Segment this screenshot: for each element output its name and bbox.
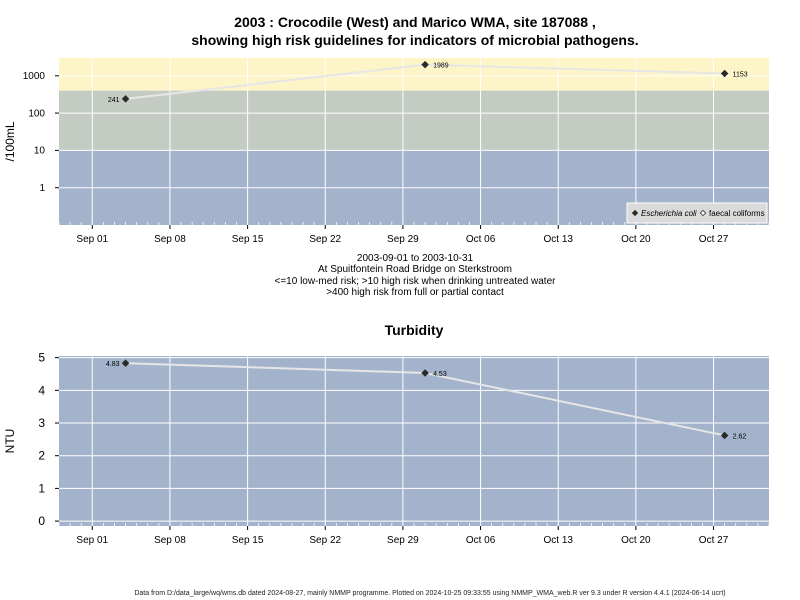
x-tick-label: Sep 08 [154, 535, 186, 546]
x-tick-label: Oct 20 [621, 535, 651, 546]
x-tick-label: Oct 13 [543, 234, 573, 245]
x-tick-label: Oct 27 [699, 535, 729, 546]
legend-marker-open [699, 209, 707, 217]
data-point [421, 369, 429, 377]
y-tick-label: 10 [34, 146, 46, 157]
microbial-chart: 1 10 100 1000 Sep 01 Sep 08 Sep 15 Sep 22 Sep 29… [3, 58, 770, 245]
drinking-risk-caption: <=10 low-med risk; >10 high risk when dr… [274, 276, 556, 287]
data-label: 2.62 [733, 433, 747, 440]
legend-label: faecal coliforms [709, 209, 765, 218]
plot-background [59, 356, 769, 526]
legend-label: Escherichia coli [641, 209, 697, 218]
data-point [421, 60, 429, 69]
data-point [121, 95, 130, 103]
date-range-caption: 2003-09-01 to 2003-10-31 [356, 253, 474, 264]
data-point [720, 431, 729, 440]
y-tick-label: 100 [28, 108, 45, 119]
y-tick-label: 2 [38, 449, 45, 463]
x-tick-label: Sep 29 [387, 234, 419, 245]
data-point [720, 69, 729, 78]
data-label: 4.53 [433, 371, 447, 378]
risk-band [59, 58, 769, 91]
data-label: 1153 [733, 71, 748, 78]
data-label: 1989 [433, 63, 449, 70]
y-tick-label: 3 [38, 416, 45, 430]
legend-box [626, 202, 768, 224]
data-source-footer: Data from D:/data_large/wq/wms.db dated … [134, 590, 726, 597]
x-tick-label: Sep 15 [232, 535, 264, 546]
x-tick-label: Oct 06 [466, 234, 496, 245]
y-tick-label: 1000 [23, 71, 46, 82]
data-label: 4.83 [106, 361, 120, 368]
turbidity-chart: Turbidity 0 1 2 3 4 5 Sep 01 Sep 08 Sep 15 Sep 22 S… [3, 322, 770, 546]
x-tick-label: Oct 20 [621, 234, 651, 245]
risk-band [59, 90, 769, 151]
y-tick-label: 4 [38, 383, 45, 397]
legend-marker-filled [631, 209, 639, 217]
x-tick-label: Sep 29 [387, 535, 419, 546]
x-tick-label: Sep 22 [309, 234, 341, 245]
x-tick-label: Sep 01 [76, 234, 108, 245]
y-tick-label: 0 [38, 514, 45, 528]
panel-title: Turbidity [385, 322, 444, 338]
x-tick-label: Sep 01 [76, 535, 108, 546]
chart-title-line-2: showing high risk guidelines for indicat… [191, 32, 639, 48]
y-tick-label: 5 [38, 351, 45, 365]
y-tick-label: 1 [39, 183, 45, 194]
x-tick-label: Sep 15 [232, 234, 264, 245]
y-axis-label: NTU [3, 429, 17, 454]
data-label: 241 [108, 97, 120, 104]
x-tick-label: Sep 22 [309, 535, 341, 546]
x-tick-label: Oct 27 [699, 234, 729, 245]
chart-legend: Escherichia coli faecal coliforms [626, 202, 768, 224]
contact-risk-caption: >400 high risk from full or partial cont… [326, 287, 504, 298]
chart-title-line-1: 2003 : Crocodile (West) and Marico WMA, … [234, 14, 596, 30]
x-tick-label: Oct 13 [543, 535, 573, 546]
site-caption: At Spuitfontein Road Bridge on Sterkstro… [318, 264, 512, 275]
y-tick-label: 1 [38, 481, 45, 495]
x-tick-label: Oct 06 [466, 535, 496, 546]
data-point [121, 359, 130, 367]
y-axis-label: /100mL [3, 121, 17, 161]
x-tick-label: Sep 08 [154, 234, 186, 245]
